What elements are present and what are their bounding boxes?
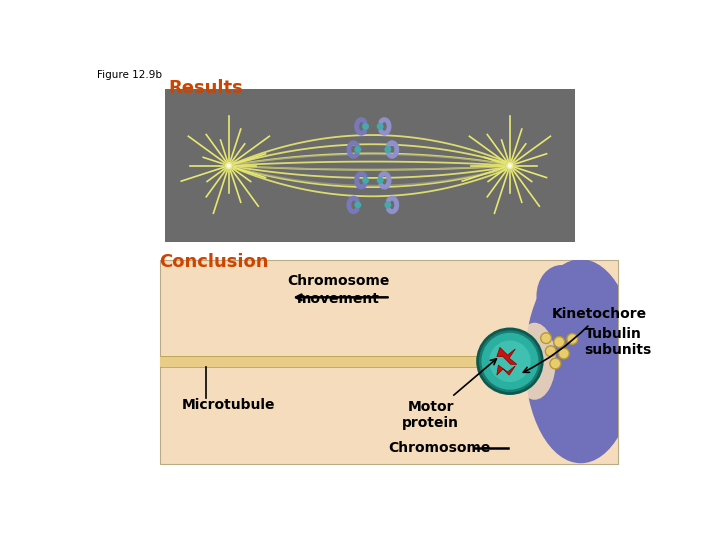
Ellipse shape [536,265,587,327]
Circle shape [225,161,233,170]
Bar [160,260,618,464]
Circle shape [362,123,369,130]
Text: Conclusion: Conclusion [160,253,269,271]
Ellipse shape [513,323,556,400]
Text: Chromosome: Chromosome [388,441,490,455]
Circle shape [482,333,539,390]
Text: Microtubule: Microtubule [182,398,275,412]
Circle shape [567,334,577,345]
Bar [160,260,618,464]
Bar [160,356,523,367]
Circle shape [559,348,570,359]
Text: Tubulin
subunits: Tubulin subunits [585,327,652,357]
Circle shape [377,177,384,184]
Circle shape [550,358,561,369]
Circle shape [227,164,231,167]
Text: Chromosome
movement: Chromosome movement [287,274,390,306]
Text: Results: Results [168,79,243,97]
Circle shape [545,346,556,356]
Bar [165,90,575,242]
Ellipse shape [525,259,636,463]
Circle shape [508,164,512,167]
Circle shape [554,336,564,347]
Circle shape [354,146,361,153]
Circle shape [377,123,384,130]
Text: Figure 12.9b: Figure 12.9b [97,70,162,80]
Polygon shape [497,365,516,375]
Circle shape [384,201,392,208]
Circle shape [489,340,531,382]
Circle shape [541,333,552,343]
Circle shape [354,201,361,208]
Circle shape [384,146,392,153]
Circle shape [362,177,369,184]
Text: Motor
protein: Motor protein [402,359,496,430]
Text: Kinetochore: Kinetochore [523,307,647,373]
Circle shape [477,329,542,394]
Polygon shape [497,347,517,365]
Circle shape [505,161,514,170]
